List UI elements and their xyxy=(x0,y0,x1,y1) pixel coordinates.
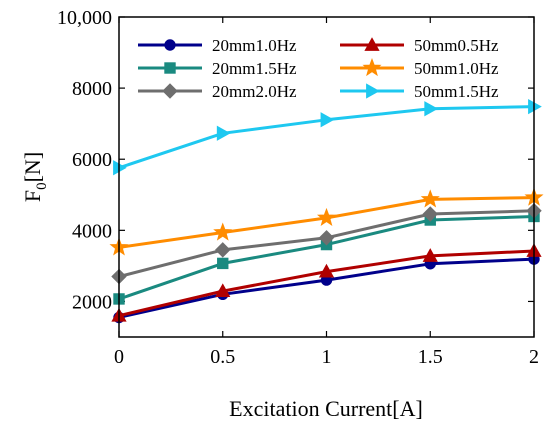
y-tick-label: 6000 xyxy=(72,149,112,171)
legend-label: 50mm1.0Hz xyxy=(414,59,499,78)
data-point xyxy=(217,257,229,270)
data-point xyxy=(213,222,233,241)
data-point xyxy=(424,101,439,117)
data-point xyxy=(316,207,337,226)
data-point xyxy=(318,230,335,246)
legend-label: 20mm1.0Hz xyxy=(212,36,297,55)
legend-marker xyxy=(164,39,176,51)
y-axis-title: F0[N] xyxy=(20,152,50,202)
x-tick-label: 1.5 xyxy=(418,346,443,368)
legend: 20mm1.0Hz 20mm1.5Hz 20mm2.0Hz 50mm0.5Hz 50mm… xyxy=(138,36,499,101)
plot-frame xyxy=(118,16,535,338)
y-tick-label: 4000 xyxy=(72,220,112,242)
legend-label: 20mm1.5Hz xyxy=(212,59,297,78)
data-point xyxy=(422,206,438,222)
legend-item: 50mm0.5Hz xyxy=(340,36,499,55)
data-point xyxy=(215,283,231,298)
data-point xyxy=(318,263,335,278)
series-20mm1.5Hz xyxy=(113,210,540,305)
legend-marker xyxy=(364,37,380,51)
x-tick-label: 0 xyxy=(114,346,124,368)
y-tick-label: 10,000 xyxy=(57,7,112,29)
legend-label: 20mm2.0Hz xyxy=(212,82,297,101)
x-axis-title: Excitation Current[A] xyxy=(229,396,423,421)
series-line xyxy=(118,215,535,301)
legend-item: 20mm2.0Hz xyxy=(138,82,297,101)
data-point xyxy=(422,248,438,262)
data-point xyxy=(420,189,440,208)
axis-ticks: 0 0.5 1 1.5 2 2000 4000 6000 8000 10,000 xyxy=(57,7,539,368)
y-axis-title-unit: [N] xyxy=(20,152,45,183)
legend-item: 50mm1.0Hz xyxy=(340,57,499,78)
y-tick-label: 8000 xyxy=(72,78,112,100)
data-point xyxy=(320,112,335,128)
data-point xyxy=(216,125,231,141)
legend-item: 50mm1.5Hz xyxy=(340,82,499,101)
series-50mm1.5Hz xyxy=(113,98,542,176)
series-layer xyxy=(109,98,544,324)
legend-label: 50mm0.5Hz xyxy=(414,36,499,55)
y-axis-title-main: F xyxy=(20,190,45,202)
y-axis-title-subscript: 0 xyxy=(34,182,50,190)
x-tick-label: 2 xyxy=(529,346,539,368)
data-point xyxy=(215,242,231,258)
legend-marker xyxy=(362,57,382,77)
x-tick-label: 0.5 xyxy=(210,346,235,368)
legend-marker xyxy=(162,83,178,99)
legend-item: 20mm1.0Hz xyxy=(138,36,297,55)
legend-marker xyxy=(164,62,176,74)
y-tick-label: 2000 xyxy=(72,291,112,313)
x-tick-label: 1 xyxy=(322,346,332,368)
series-50mm0.5Hz xyxy=(111,243,542,322)
legend-label: 50mm1.5Hz xyxy=(414,82,499,101)
legend-marker xyxy=(366,83,380,99)
legend-item: 20mm1.5Hz xyxy=(138,59,297,78)
